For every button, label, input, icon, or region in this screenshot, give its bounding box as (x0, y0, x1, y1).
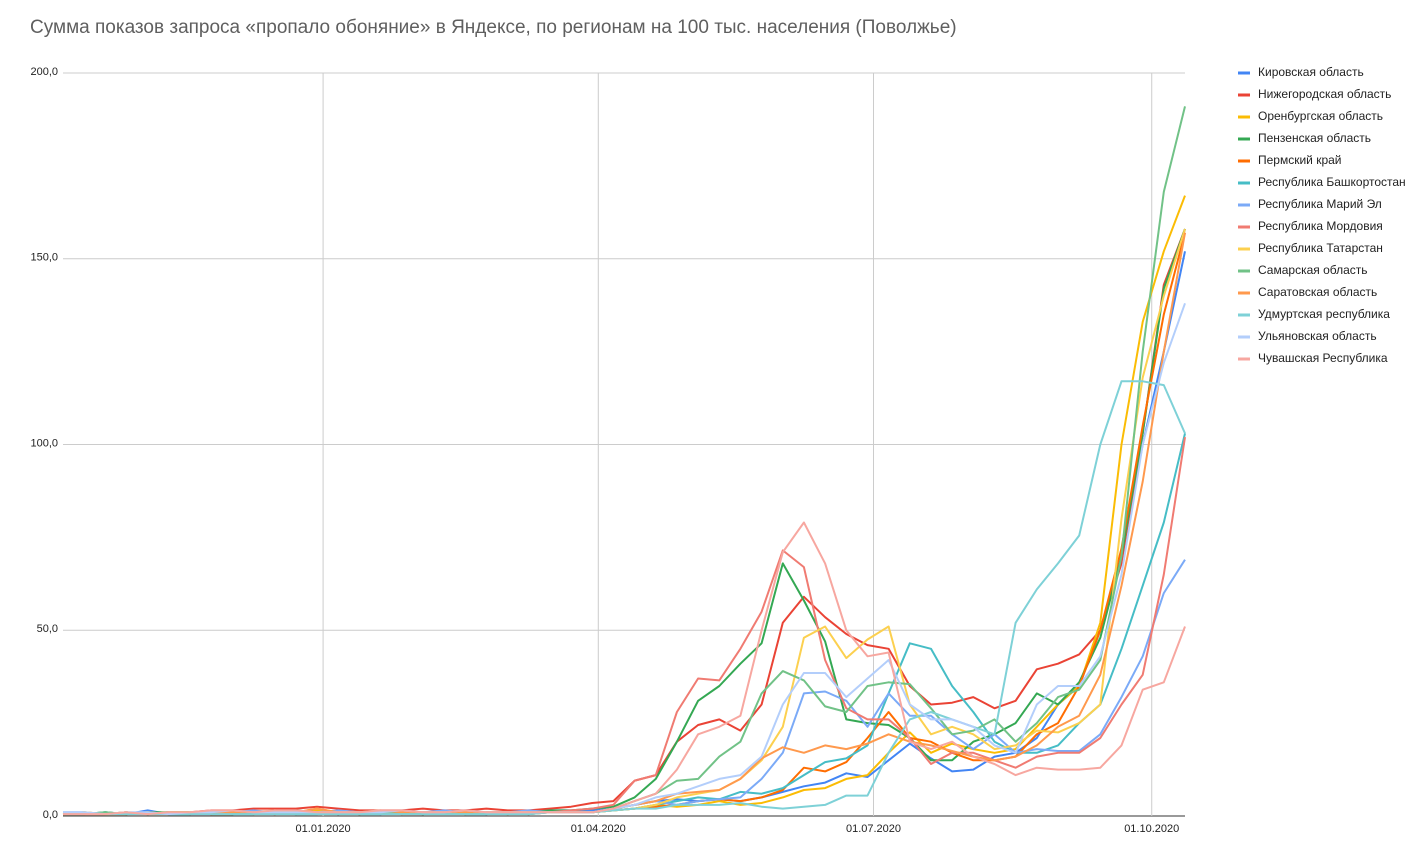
legend-label: Ульяновская область (1258, 329, 1377, 343)
series-line (62, 228, 1186, 816)
y-tick-label: 0,0 (43, 809, 58, 821)
y-tick-label: 150,0 (30, 252, 58, 264)
y-tick-label: 100,0 (30, 437, 58, 449)
legend-label: Удмуртская республика (1258, 307, 1390, 321)
legend-label: Республика Башкортостан (1258, 175, 1406, 189)
x-tick-label: 01.01.2020 (296, 823, 351, 835)
legend-label: Республика Татарстан (1258, 241, 1383, 255)
series-line (63, 232, 1186, 816)
series-line (63, 228, 1186, 816)
series-line (63, 521, 1186, 816)
legend-label: Пермский край (1258, 153, 1342, 167)
x-tick-label: 01.07.2020 (846, 823, 901, 835)
legend-label: Чувашская Республика (1258, 351, 1388, 365)
y-tick-label: 200,0 (30, 66, 58, 78)
series-line (63, 436, 1186, 816)
series-line (63, 380, 1186, 816)
y-tick-label: 50,0 (37, 623, 58, 635)
legend-label: Пензенская область (1258, 131, 1371, 145)
legend-label: Кировская область (1258, 65, 1364, 79)
legend-label: Республика Мордовия (1258, 219, 1383, 233)
x-tick-label: 01.04.2020 (571, 823, 626, 835)
series-line (63, 232, 1186, 816)
legend-label: Нижегородская область (1258, 87, 1391, 101)
legend-label: Оренбургская область (1258, 109, 1383, 123)
chart-title: Сумма показов запроса «пропало обоняние»… (30, 17, 957, 38)
series-line (63, 302, 1186, 816)
series-line (63, 559, 1186, 816)
series-line (63, 106, 1186, 816)
series-line (63, 251, 1186, 816)
legend-label: Самарская область (1258, 263, 1368, 277)
series-line (63, 228, 1186, 816)
x-tick-label: 01.10.2020 (1124, 823, 1179, 835)
legend-label: Республика Марий Эл (1258, 197, 1382, 211)
legend-label: Саратовская область (1258, 285, 1377, 299)
